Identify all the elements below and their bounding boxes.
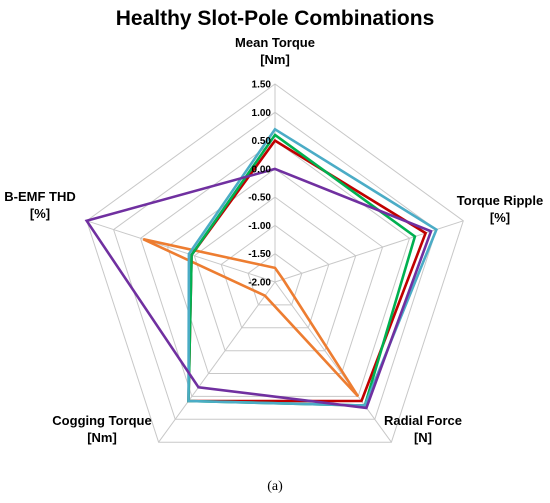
axis-label: Radial Force xyxy=(384,413,462,428)
axis-label: Cogging Torque xyxy=(52,413,151,428)
tick-label: 0.50 xyxy=(252,136,272,147)
tick-label: -1.50 xyxy=(248,249,271,260)
axis-spoke xyxy=(274,281,392,443)
tick-label: -1.00 xyxy=(248,221,271,232)
axis-unit-label: [N] xyxy=(414,430,432,445)
grid-ring xyxy=(193,196,357,352)
radar-tick-labels: -2.00 -1.50 -1.00 -0.50 0.00 0.50 1.00 1.50 xyxy=(248,80,271,289)
axis-unit-label: [Nm] xyxy=(87,430,117,445)
axis-label: Mean Torque xyxy=(235,35,315,50)
axis-spoke xyxy=(158,281,276,443)
radar-series xyxy=(84,127,439,410)
series-line-4 xyxy=(187,127,439,407)
axis-label: Torque Ripple xyxy=(457,193,543,208)
chart-title: Healthy Slot-Pole Combinations xyxy=(116,7,435,30)
axis-unit-label: [Nm] xyxy=(260,52,290,67)
axis-label: B-EMF THD xyxy=(4,189,76,204)
grid-ring xyxy=(166,168,384,374)
series-line-1 xyxy=(142,237,360,398)
tick-label: 1.50 xyxy=(252,80,272,91)
grid-ring xyxy=(86,83,464,443)
axis-unit-label: [%] xyxy=(490,210,510,225)
tick-label: -0.50 xyxy=(248,193,271,204)
series-line-2 xyxy=(187,138,428,403)
axis-unit-label: [%] xyxy=(30,206,50,221)
tick-label: 0.00 xyxy=(252,164,272,175)
tick-label: 1.00 xyxy=(252,108,272,119)
series-line-5 xyxy=(84,167,433,410)
radar-axis-labels: Mean Torque [Nm] Torque Ripple [%] Radial Fo… xyxy=(4,35,543,445)
tick-label: -2.00 xyxy=(248,278,271,289)
grid-ring xyxy=(113,111,437,420)
figure-caption: (a) xyxy=(267,479,283,494)
axis-spoke xyxy=(86,220,276,283)
